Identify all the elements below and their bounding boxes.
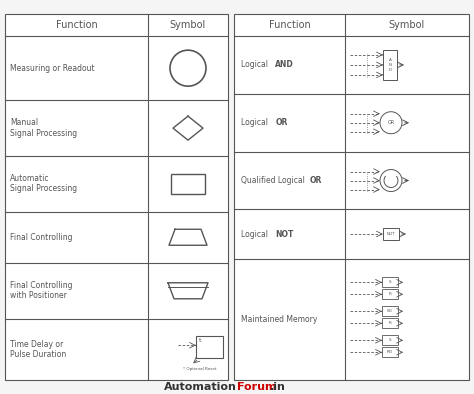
Text: Function: Function [269, 20, 310, 30]
Text: OR: OR [310, 176, 322, 185]
Text: .in: .in [270, 382, 286, 392]
Bar [383, 228, 399, 240]
Text: Measuring or Readout: Measuring or Readout [10, 64, 95, 72]
Text: S: S [389, 280, 392, 284]
Text: Final Controlling
with Positioner: Final Controlling with Positioner [10, 281, 73, 301]
Bar [382, 306, 398, 316]
Text: S: S [389, 338, 392, 342]
Text: NOT: NOT [387, 232, 395, 236]
Text: * Optional Reset: * Optional Reset [183, 367, 217, 371]
Circle shape [380, 112, 402, 134]
Text: OR: OR [387, 120, 394, 125]
Text: Final Controlling: Final Controlling [10, 233, 73, 242]
Text: Logical: Logical [241, 118, 273, 127]
Bar [382, 335, 398, 345]
Text: NOT: NOT [275, 230, 293, 238]
Text: Manual
Signal Processing: Manual Signal Processing [10, 119, 77, 138]
Bar [5, 14, 228, 380]
Text: Automation: Automation [164, 382, 237, 392]
Text: A
N
D: A N D [388, 58, 392, 71]
Bar [382, 347, 398, 357]
Text: t: t [199, 338, 201, 343]
Text: Forum: Forum [237, 382, 276, 392]
Text: OR: OR [275, 118, 288, 127]
Text: Time Delay or
Pulse Duration: Time Delay or Pulse Duration [10, 340, 66, 359]
Text: AND: AND [275, 60, 294, 69]
Text: Automatic
Signal Processing: Automatic Signal Processing [10, 174, 77, 193]
Bar [383, 50, 397, 80]
Bar [196, 336, 223, 358]
Bar [382, 318, 398, 328]
Text: Symbol: Symbol [170, 20, 206, 30]
Text: RO: RO [387, 350, 393, 354]
Text: Logical: Logical [241, 60, 273, 69]
Bar [382, 289, 398, 299]
Text: SO: SO [387, 309, 393, 313]
Text: Qualified Logical: Qualified Logical [241, 176, 307, 185]
Text: Symbol: Symbol [389, 20, 425, 30]
Text: R: R [389, 292, 392, 296]
Text: Logical: Logical [241, 230, 273, 238]
Bar [171, 174, 205, 194]
Bar [382, 277, 398, 287]
Circle shape [380, 169, 402, 191]
Text: Maintained Memory: Maintained Memory [241, 315, 318, 324]
Circle shape [170, 50, 206, 86]
Text: Function: Function [55, 20, 97, 30]
Bar [234, 14, 469, 380]
Text: R: R [389, 321, 392, 325]
